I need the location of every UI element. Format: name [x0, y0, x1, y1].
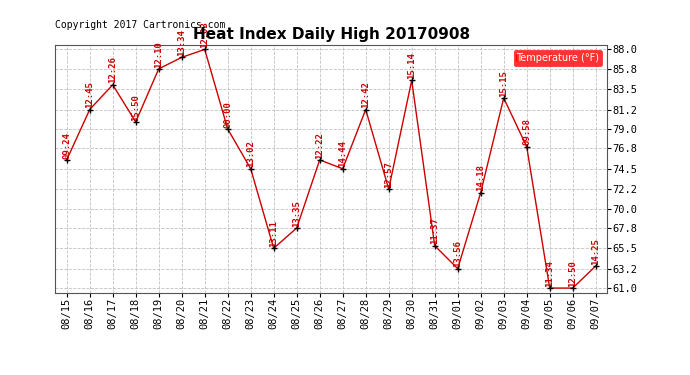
Text: 12:26: 12:26 [108, 57, 117, 84]
Legend: Temperature (°F): Temperature (°F) [513, 50, 602, 66]
Text: 14:25: 14:25 [591, 238, 600, 265]
Text: 12:50: 12:50 [568, 260, 578, 287]
Text: Copyright 2017 Cartronics.com: Copyright 2017 Cartronics.com [55, 20, 226, 30]
Text: 13:35: 13:35 [292, 200, 302, 226]
Text: 12:10: 12:10 [154, 40, 164, 68]
Text: 13:11: 13:11 [269, 220, 278, 247]
Text: 13:56: 13:56 [453, 240, 462, 267]
Text: 15:15: 15:15 [499, 70, 509, 97]
Text: 14:18: 14:18 [476, 164, 485, 191]
Text: 15:14: 15:14 [407, 52, 416, 79]
Text: 12:57: 12:57 [384, 161, 393, 188]
Text: 11:34: 11:34 [545, 260, 554, 287]
Text: 09:24: 09:24 [62, 132, 71, 159]
Text: 09:58: 09:58 [522, 118, 531, 146]
Text: 11:37: 11:37 [430, 217, 440, 244]
Text: 14:44: 14:44 [338, 141, 347, 167]
Text: 15:50: 15:50 [131, 94, 140, 121]
Text: 00:00: 00:00 [223, 101, 233, 128]
Text: 13:02: 13:02 [246, 141, 255, 167]
Title: Heat Index Daily High 20170908: Heat Index Daily High 20170908 [193, 27, 470, 42]
Text: 12:42: 12:42 [361, 81, 371, 108]
Text: 12:22: 12:22 [315, 132, 324, 159]
Text: 12:45: 12:45 [85, 81, 95, 108]
Text: 12:03: 12:03 [200, 21, 209, 48]
Text: 13:34: 13:34 [177, 29, 186, 56]
